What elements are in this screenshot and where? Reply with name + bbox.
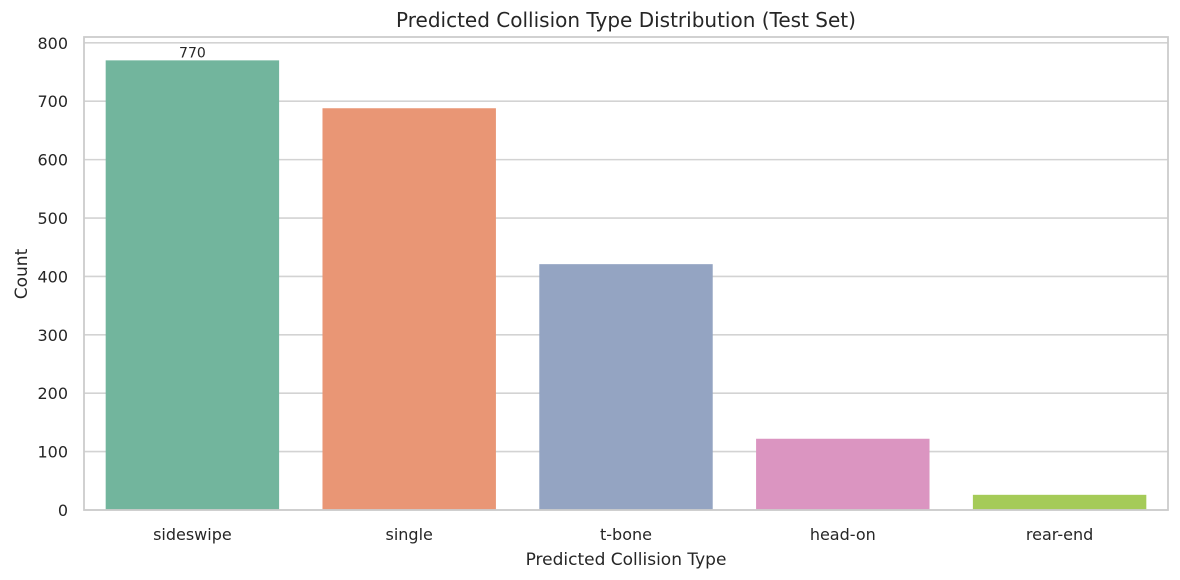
x-axis-ticks: sideswipe single t-bone head-on rear-end — [153, 525, 1093, 544]
y-tick-label: 300 — [37, 326, 68, 345]
y-tick-label: 500 — [37, 209, 68, 228]
chart-title: Predicted Collision Type Distribution (T… — [396, 8, 856, 32]
data-labels: 770 — [179, 45, 206, 61]
bar-single — [322, 108, 496, 510]
y-tick-label: 100 — [37, 443, 68, 462]
x-tick-label: rear-end — [1026, 525, 1093, 544]
y-tick-label: 700 — [37, 92, 68, 111]
x-tick-label: head-on — [810, 525, 876, 544]
bar-t-bone — [539, 264, 713, 510]
bar-sideswipe — [105, 60, 280, 510]
y-axis-label: Count — [12, 248, 32, 299]
y-tick-label: 600 — [37, 151, 68, 170]
plot-frame — [83, 36, 1169, 511]
x-tick-label: single — [386, 525, 433, 544]
bar-value-label: 770 — [179, 45, 206, 61]
bar-rear-end — [972, 494, 1147, 510]
x-tick-label: sideswipe — [153, 525, 232, 544]
x-tick-label: t-bone — [600, 525, 652, 544]
y-tick-label: 0 — [58, 501, 68, 520]
y-tick-label: 200 — [37, 384, 68, 403]
bars — [105, 60, 1147, 510]
y-tick-label: 800 — [37, 34, 68, 53]
bar-head-on — [756, 438, 930, 510]
y-tick-label: 400 — [37, 267, 68, 286]
x-axis-label: Predicted Collision Type — [526, 550, 727, 570]
y-axis-ticks: 0 100 200 300 400 500 600 700 800 — [37, 34, 68, 520]
